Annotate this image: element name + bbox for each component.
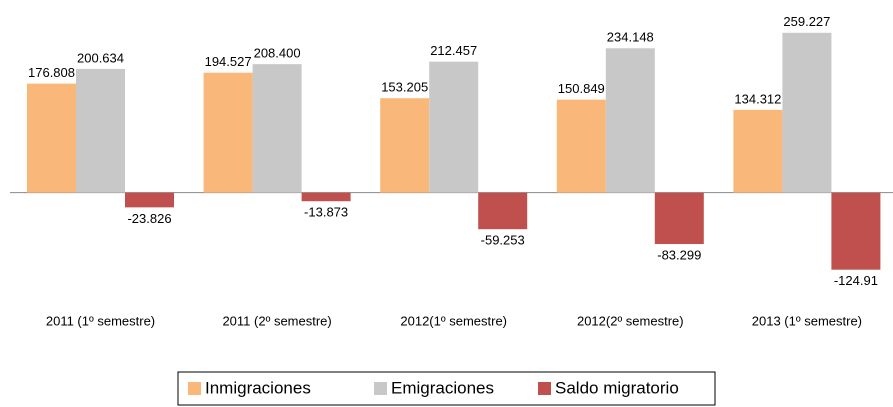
legend-label: Emigraciones — [391, 378, 494, 397]
value-label: 134.312 — [734, 91, 781, 106]
bar — [125, 192, 174, 208]
bar — [76, 68, 125, 193]
bar — [733, 109, 783, 193]
bar — [556, 99, 606, 193]
value-label: 153.205 — [381, 80, 428, 95]
value-label: -23.826 — [127, 211, 171, 226]
value-label: 200.634 — [77, 50, 124, 65]
bar — [478, 192, 528, 230]
legend-swatch — [374, 382, 387, 395]
bar — [203, 72, 253, 193]
legend-box — [177, 371, 716, 406]
x-tick-label: 2012(1º semestre) — [400, 313, 507, 328]
value-label: -13.873 — [304, 205, 348, 220]
value-label: -83.299 — [657, 247, 701, 262]
x-tick-label: 2013 (1º semestre) — [752, 313, 862, 328]
value-label: 150.849 — [558, 81, 605, 96]
bar — [252, 64, 302, 193]
bar — [782, 32, 832, 193]
value-label: 208.400 — [254, 46, 301, 61]
value-label: 259.227 — [783, 14, 830, 29]
bar — [831, 192, 881, 270]
legend-swatch — [538, 382, 551, 395]
legend: Inmigraciones Emigraciones Saldo migratori… — [177, 371, 716, 406]
x-tick-label: 2011 (1º semestre) — [46, 313, 155, 328]
bar — [654, 192, 704, 245]
legend-label: Inmigraciones — [205, 378, 311, 397]
value-label: 212.457 — [430, 43, 477, 58]
x-tick-label: 2011 (2º semestre) — [222, 313, 331, 328]
value-label: -124.91 — [834, 273, 878, 288]
value-label: 234.148 — [607, 30, 654, 45]
value-label: 176.808 — [28, 65, 75, 80]
legend-swatch — [188, 382, 201, 395]
bar — [301, 192, 351, 202]
bar — [605, 48, 655, 193]
bar — [27, 83, 76, 193]
bar — [380, 98, 430, 193]
bar — [429, 61, 479, 193]
value-label: 194.527 — [205, 54, 252, 69]
legend-label: Saldo migratorio — [555, 378, 679, 397]
x-tick-label: 2012(2º semestre) — [577, 313, 684, 328]
value-label: -59.253 — [481, 233, 525, 248]
